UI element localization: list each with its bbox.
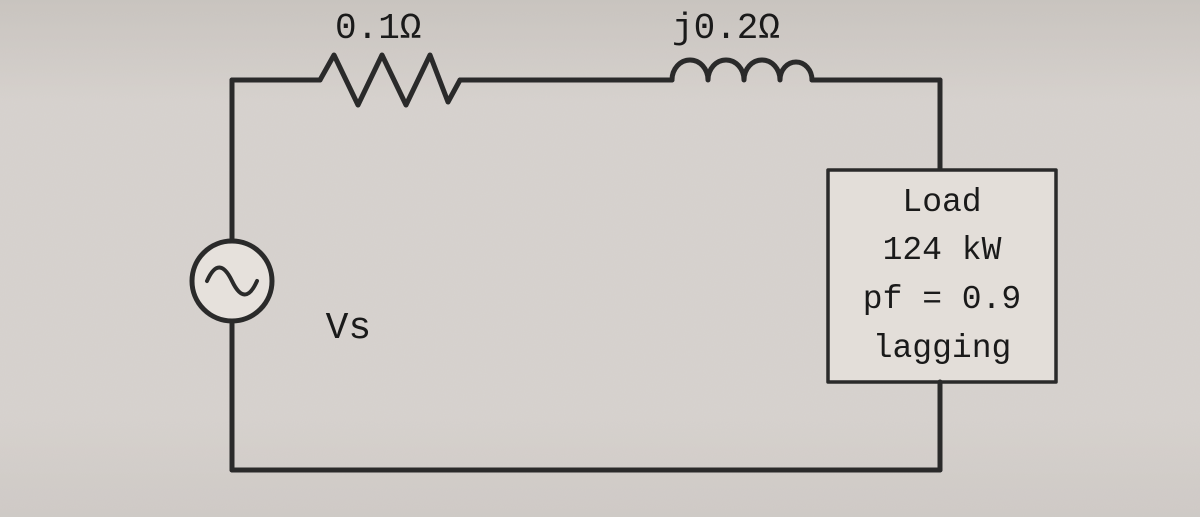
- inductor-label: j0.2Ω: [672, 8, 780, 49]
- resistor-label: 0.1Ω: [335, 8, 421, 49]
- load-line-4: lagging: [873, 327, 1012, 372]
- inductor-symbol: [672, 60, 812, 80]
- load-line-1: Load: [902, 181, 981, 226]
- vs-text: Vs: [326, 307, 372, 350]
- load-line-3: pf = 0.9: [863, 278, 1021, 323]
- source-label: Vs: [280, 264, 371, 350]
- resistor-symbol: [320, 55, 460, 105]
- load-text-block: Load 124 kW pf = 0.9 lagging: [828, 170, 1056, 382]
- load-line-2: 124 kW: [883, 229, 1002, 274]
